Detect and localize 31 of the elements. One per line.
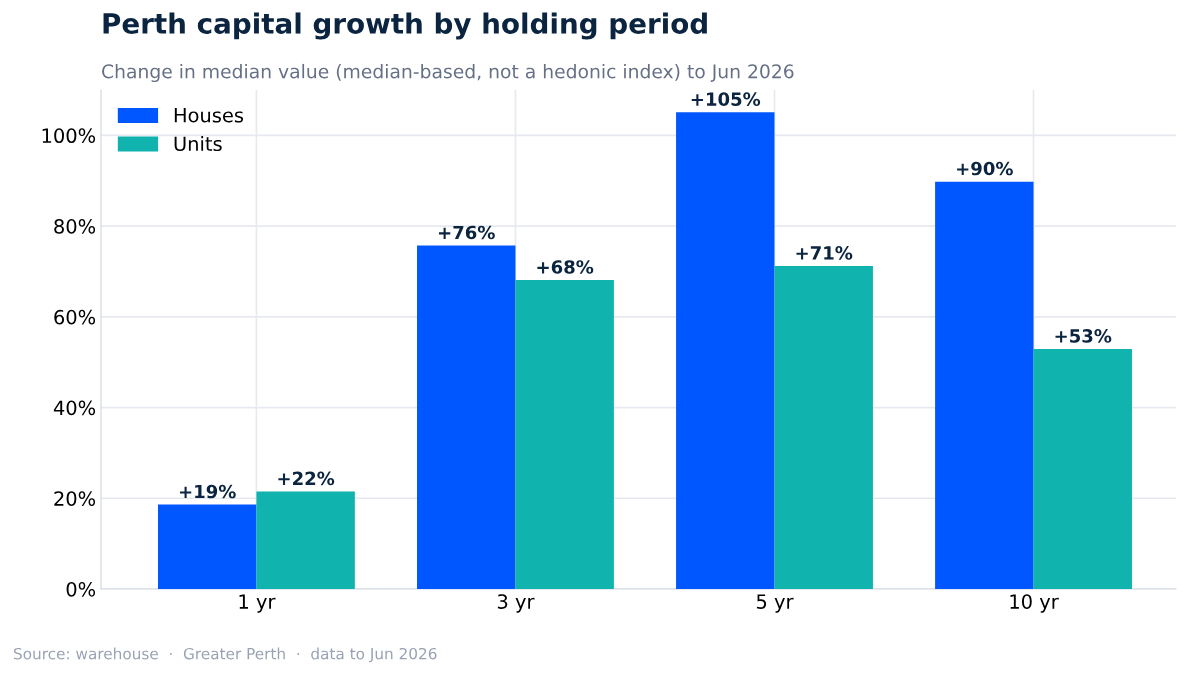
bar xyxy=(256,491,355,589)
x-tick-label: 5 yr xyxy=(756,594,794,613)
legend-label: Units xyxy=(174,136,222,152)
data-label: +22% xyxy=(278,471,335,486)
y-tick-label: 20% xyxy=(54,491,96,506)
bar xyxy=(676,112,775,589)
chart-subtitle: Change in median value (median-based, not a hedonic index) to Jun 2026 xyxy=(102,63,794,83)
y-tick-label: 60% xyxy=(54,309,96,325)
data-label: +76% xyxy=(438,225,495,240)
y-tick-label: 40% xyxy=(53,400,96,416)
bar xyxy=(417,245,516,589)
data-label: +68% xyxy=(537,260,594,274)
bar xyxy=(157,504,257,589)
bar xyxy=(774,266,873,589)
x-tick-label: 1 yr xyxy=(239,594,276,613)
data-label: +105% xyxy=(691,92,761,106)
x-tick-label: 10 yr xyxy=(1010,594,1059,613)
y-tick-label: 0% xyxy=(66,581,96,597)
data-label: +71% xyxy=(796,246,853,260)
y-tick-label: 80% xyxy=(54,219,96,234)
data-label: +90% xyxy=(957,161,1013,176)
data-label: +53% xyxy=(1055,329,1112,343)
data-label: +19% xyxy=(179,484,236,499)
source-note: Source: warehouse · Greater Perth · data to Jun 2026 xyxy=(14,647,437,663)
y-tick-label: 100% xyxy=(42,128,96,144)
chart-title: Perth capital growth by holding period xyxy=(103,12,707,40)
bar xyxy=(1033,349,1132,589)
bar xyxy=(935,181,1034,589)
legend-label: Houses xyxy=(174,108,244,123)
x-tick-label: 3 yr xyxy=(497,594,535,613)
bar xyxy=(515,280,614,589)
